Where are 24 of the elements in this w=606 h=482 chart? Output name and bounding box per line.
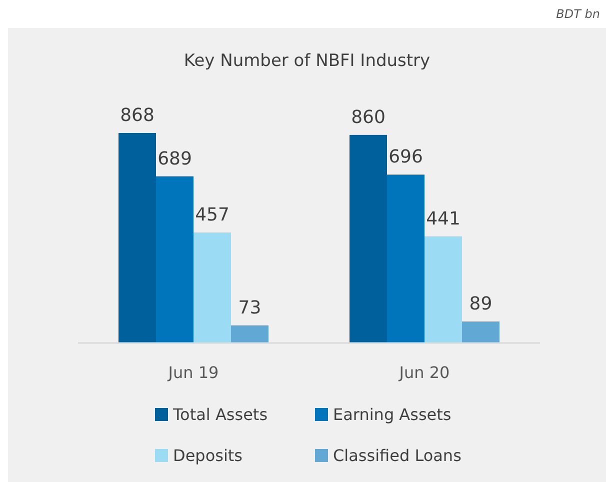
bar [387,174,424,343]
legend-label: Total Assets [172,405,268,424]
bar [194,232,231,343]
bar [231,325,268,343]
bar [350,134,387,343]
data-label: 696 [388,146,423,168]
x-tick-label: Jun 19 [167,363,219,382]
bar [424,236,462,343]
data-label: 73 [238,297,262,318]
legend-label: Earning Assets [333,405,452,424]
bar [462,321,500,343]
data-label: 441 [426,208,460,230]
legend-label: Deposits [173,446,242,465]
x-tick-label: Jun 20 [398,363,450,382]
chart-title: Key Number of NBFI Industry [184,51,430,71]
text: BDT bn [556,7,600,21]
data-label: 689 [158,148,192,170]
data-label: 860 [351,106,386,128]
data-label: 868 [120,105,154,126]
data-label: 89 [469,293,492,314]
bar [156,176,194,343]
legend-label: Classified Loans [333,446,462,465]
data-label: 457 [195,204,230,226]
bar [118,133,156,343]
